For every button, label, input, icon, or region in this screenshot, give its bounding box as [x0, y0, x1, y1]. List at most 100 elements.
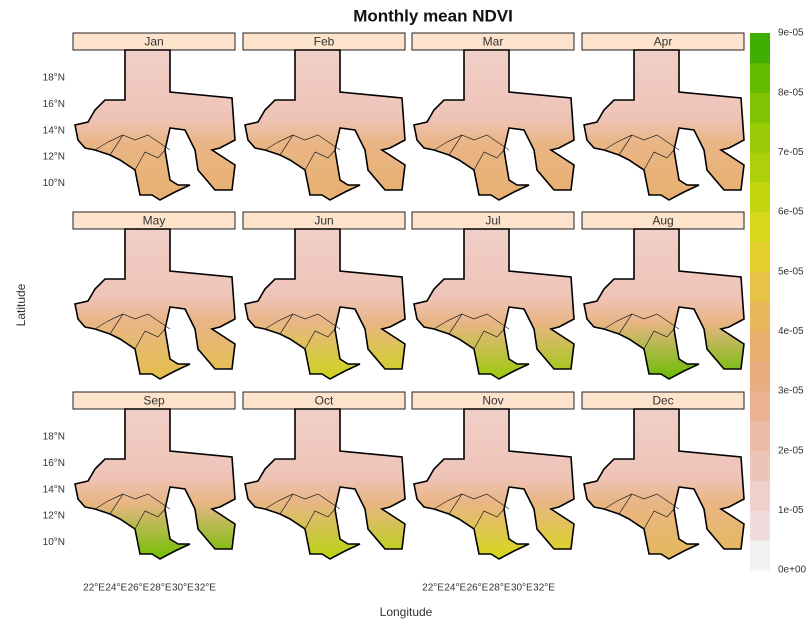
color-band	[750, 182, 770, 213]
region-map	[244, 408, 406, 560]
colorbar-tick-label: 8e-05	[778, 87, 804, 98]
region-map	[413, 408, 575, 560]
x-tick-label: 28°E	[489, 583, 511, 594]
y-tick-label: 14°N	[43, 125, 65, 136]
colorbar-tick-label: 1e-05	[778, 505, 804, 516]
color-band	[750, 391, 770, 422]
state-border	[134, 328, 166, 350]
y-tick-label: 18°N	[43, 431, 65, 442]
state-border	[279, 493, 341, 515]
color-band	[750, 212, 770, 243]
state-border	[433, 493, 463, 510]
color-band	[750, 33, 770, 64]
x-tick-label: 24°E	[105, 583, 127, 594]
state-border	[94, 313, 124, 330]
state-border	[448, 134, 510, 156]
color-band	[750, 62, 770, 93]
state-border	[433, 313, 463, 330]
colorbar-tick-label: 9e-05	[778, 28, 804, 39]
state-border	[643, 149, 675, 171]
colorbar-tick-label: 0e+00	[778, 565, 807, 576]
state-border	[618, 493, 680, 515]
color-band	[750, 331, 770, 362]
state-border	[134, 508, 166, 530]
region-map	[244, 49, 406, 201]
color-band	[750, 450, 770, 481]
color-band	[750, 241, 770, 272]
y-tick-label: 14°N	[43, 484, 65, 495]
color-band	[750, 510, 770, 541]
x-tick-label: 28°E	[150, 583, 172, 594]
x-tick-label: 24°E	[444, 583, 466, 594]
region-map	[244, 228, 406, 380]
chart-title: Monthly mean NDVI	[353, 6, 513, 25]
state-border	[264, 493, 294, 510]
color-band	[750, 92, 770, 123]
region-map	[413, 228, 575, 380]
facet-label: Oct	[315, 394, 334, 408]
x-tick-label: 22°E	[83, 583, 105, 594]
state-border	[109, 313, 171, 335]
x-axis-label: Longitude	[380, 605, 433, 619]
y-tick-label: 16°N	[43, 99, 65, 110]
state-border	[304, 508, 336, 530]
state-border	[603, 134, 633, 151]
state-border	[643, 328, 675, 350]
region-map	[583, 408, 745, 560]
x-tick-label: 32°E	[533, 583, 555, 594]
state-border	[603, 493, 633, 510]
color-band	[750, 301, 770, 332]
facet-label: Nov	[482, 394, 503, 408]
color-band	[750, 271, 770, 302]
x-tick-label: 30°E	[511, 583, 533, 594]
x-tick-label: 26°E	[467, 583, 489, 594]
state-border	[618, 134, 680, 156]
facet-label: Jul	[485, 214, 500, 228]
facet-label: Aug	[652, 214, 673, 228]
state-border	[279, 313, 341, 335]
facet-label: May	[143, 214, 166, 228]
color-band	[750, 361, 770, 392]
y-axis-label: Latitude	[14, 283, 28, 326]
colorbar-tick-label: 3e-05	[778, 386, 804, 397]
x-tick-label: 22°E	[422, 583, 444, 594]
color-band	[750, 420, 770, 451]
state-border	[94, 134, 124, 151]
color-band	[750, 152, 770, 183]
y-tick-label: 16°N	[43, 458, 65, 469]
facet-label: Sep	[143, 394, 165, 408]
state-border	[618, 313, 680, 335]
facet-label: Apr	[654, 35, 673, 49]
y-tick-label: 18°N	[43, 72, 65, 83]
facet-label: Jan	[144, 35, 163, 49]
state-border	[109, 134, 171, 156]
color-band	[750, 122, 770, 153]
region-map	[74, 49, 236, 201]
region-map	[74, 408, 236, 560]
y-tick-label: 12°N	[43, 152, 65, 163]
facet-label: Dec	[652, 394, 673, 408]
colorbar-tick-label: 4e-05	[778, 326, 804, 337]
state-border	[448, 493, 510, 515]
state-border	[304, 328, 336, 350]
state-border	[264, 134, 294, 151]
facet-label: Feb	[314, 35, 335, 49]
x-tick-label: 32°E	[194, 583, 216, 594]
state-border	[473, 508, 505, 530]
region-map	[583, 49, 745, 201]
state-border	[433, 134, 463, 151]
y-tick-label: 10°N	[43, 178, 65, 189]
state-border	[473, 328, 505, 350]
colorbar-tick-label: 2e-05	[778, 445, 804, 456]
state-border	[473, 149, 505, 171]
x-tick-label: 26°E	[128, 583, 150, 594]
state-border	[304, 149, 336, 171]
state-border	[643, 508, 675, 530]
state-border	[134, 149, 166, 171]
state-border	[109, 493, 171, 515]
region-map	[413, 49, 575, 201]
color-band	[750, 480, 770, 511]
facet-label: Jun	[314, 214, 333, 228]
state-border	[94, 493, 124, 510]
